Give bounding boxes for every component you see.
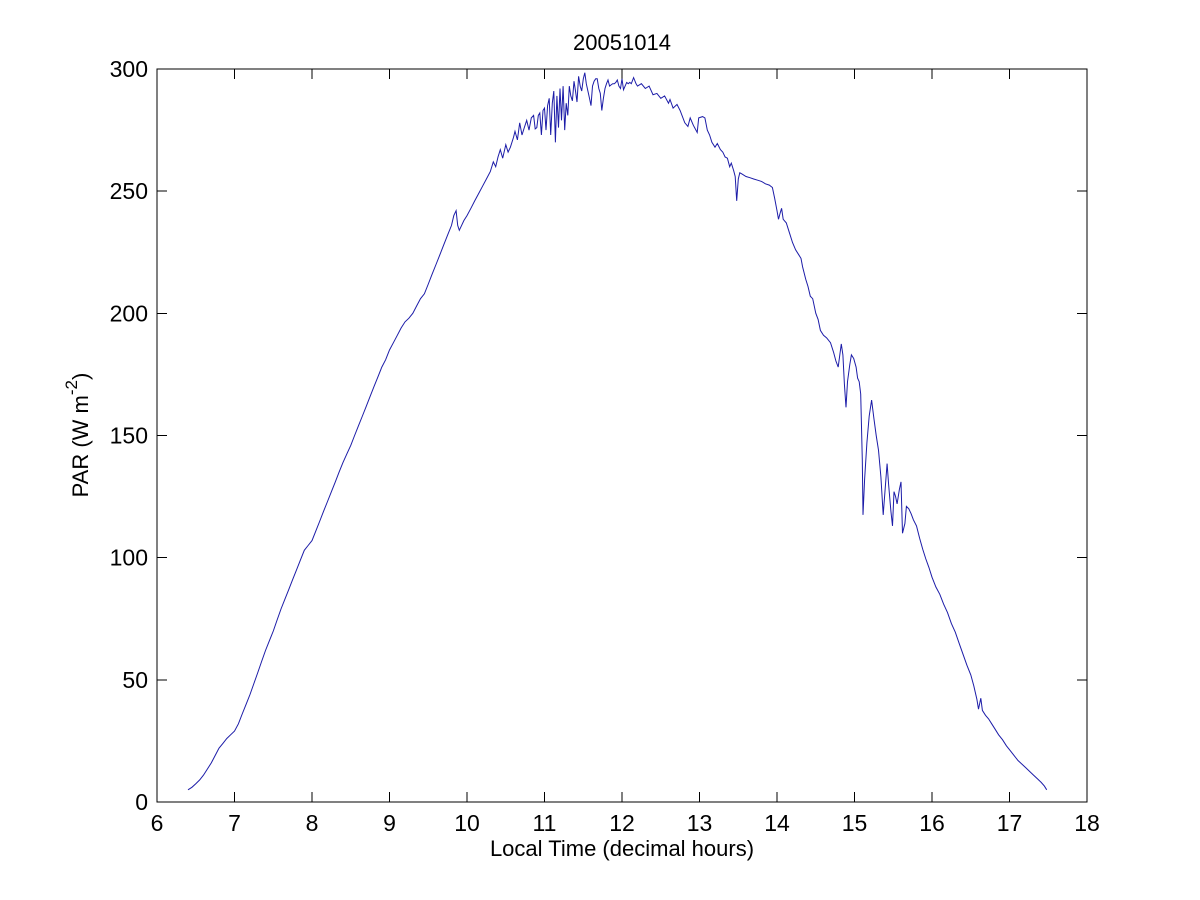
y-tick-label: 150 xyxy=(110,423,148,449)
x-tick-label: 9 xyxy=(383,810,396,836)
y-tick-label: 250 xyxy=(110,178,148,204)
x-tick-label: 6 xyxy=(151,810,164,836)
x-tick-label: 7 xyxy=(228,810,241,836)
x-tick-label: 15 xyxy=(842,810,868,836)
x-tick-label: 11 xyxy=(533,810,557,836)
axes: 6 7 8 9 10 11 12 13 14 15 16 17 18 0 50 100 150 200 250 300 xyxy=(110,56,1100,836)
y-axis-label-superscript: -2 xyxy=(62,380,81,395)
y-tick-label: 0 xyxy=(135,789,148,815)
x-tick-label: 13 xyxy=(687,810,713,836)
x-tick-label: 17 xyxy=(997,810,1023,836)
x-tick-label: 12 xyxy=(609,810,635,836)
y-axis-label: PAR (W m-2) xyxy=(62,373,93,498)
par-series-line xyxy=(187,72,1048,791)
x-tick-label: 16 xyxy=(919,810,945,836)
y-tick-label: 100 xyxy=(110,545,148,571)
x-tick-label: 18 xyxy=(1074,810,1100,836)
x-tick-label: 8 xyxy=(306,810,319,836)
y-tick-label: 300 xyxy=(110,56,148,82)
y-tick-label: 50 xyxy=(122,667,148,693)
y-tick-label: 200 xyxy=(110,300,148,326)
x-tick-label: 10 xyxy=(454,810,480,836)
x-tick-label: 14 xyxy=(764,810,790,836)
y-axis-label-end: ) xyxy=(68,373,93,380)
plot-box xyxy=(156,68,1088,803)
y-axis-label-main: PAR (W m xyxy=(68,395,93,497)
chart-title: 20051014 xyxy=(573,30,671,55)
x-axis-label: Local Time (decimal hours) xyxy=(490,836,754,861)
